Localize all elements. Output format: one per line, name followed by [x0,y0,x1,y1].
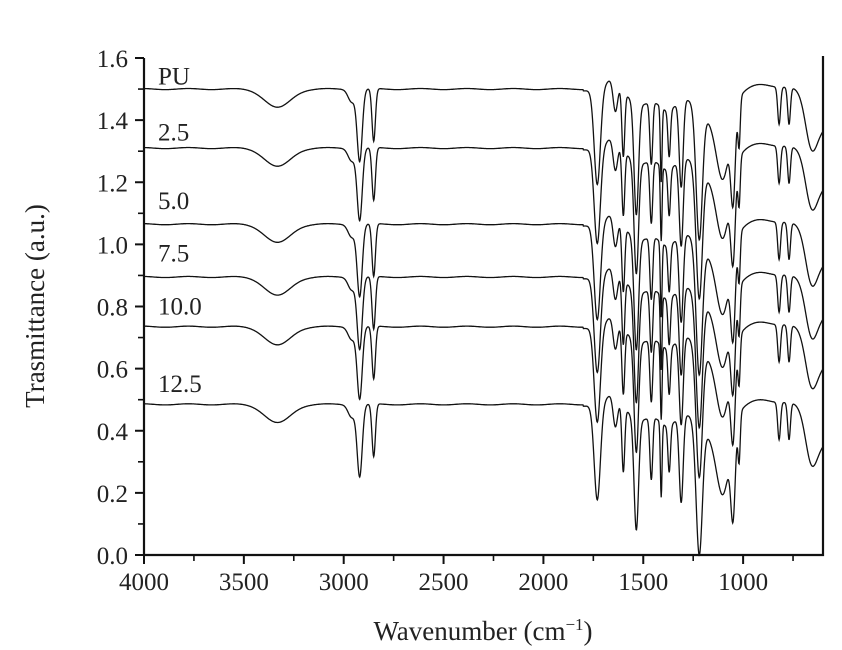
x-tick-label: 4000 [119,569,169,596]
y-axis-title: Trasmittance (a.u.) [20,204,50,408]
spectrum-line-7-5 [144,268,824,430]
y-tick-label: 1.4 [97,108,129,135]
x-tick-label: 1500 [618,569,668,596]
y-tick-label: 1.2 [97,170,128,197]
series-label: 7.5 [158,241,189,268]
spectrum-line-5-0 [143,215,824,377]
y-tick-label: 0.0 [97,543,128,570]
y-tick-label: 0.8 [97,295,128,322]
series-label: 12.5 [158,371,202,398]
series-label: 2.5 [158,120,189,147]
spectrum-line-2-5 [143,139,824,301]
series-label: 5.0 [158,188,189,215]
spectrum-line-pu [144,80,824,242]
spectrum-line-10-0 [144,318,824,480]
series-label: 10.0 [158,294,202,321]
y-tick-label: 1.6 [97,46,128,73]
x-tick-label: 2000 [518,569,568,596]
series-labels: PU 2.5 5.0 7.5 10.0 12.5 [158,64,202,399]
spectrum-line-12-5 [144,395,824,557]
x-axis-ticks: 4000 3500 3000 2500 2000 1500 1000 [119,555,794,596]
series-label: PU [158,64,190,91]
axis-frame [142,56,825,557]
spectra-lines [143,80,824,557]
y-tick-label: 0.4 [97,419,129,446]
y-tick-label: 0.6 [97,357,128,384]
y-tick-label: 0.2 [97,481,128,508]
axes [142,56,825,557]
x-axis-title: Wavenumber (cm−1) [373,615,592,646]
x-tick-label: 3500 [219,569,269,596]
x-tick-label: 3000 [319,569,369,596]
y-axis-ticks: 0.0 0.2 0.4 0.6 0.8 1.0 1.2 1.4 1.6 [97,46,144,570]
x-tick-label: 1000 [718,569,768,596]
x-tick-label: 2500 [419,569,469,596]
y-tick-label: 1.0 [97,232,128,259]
